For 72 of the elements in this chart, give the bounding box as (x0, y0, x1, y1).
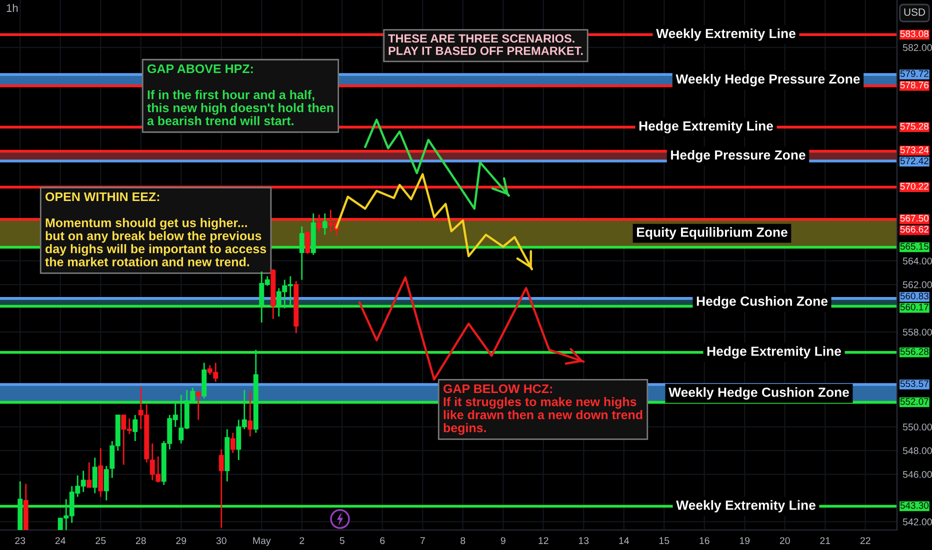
x-tick-label: 21 (820, 537, 830, 544)
annotation: 583.08 (900, 30, 928, 38)
candlestick (104, 465, 109, 502)
y-tick-label: 546.00 (902, 471, 932, 478)
x-tick-label: May (253, 537, 271, 546)
ref-line-label: Weekly Extremity Line (676, 500, 816, 512)
x-tick-label: 15 (659, 537, 670, 544)
ref-line-label: Hedge Extremity Line (639, 120, 774, 134)
x-tick-label: 19 (740, 537, 750, 544)
x-tick-label: 6 (380, 537, 385, 544)
x-tick-label: 25 (96, 537, 106, 544)
x-tick-label: 8 (460, 537, 466, 544)
candlestick (218, 448, 224, 528)
annotation: 566.62 (900, 226, 928, 233)
annotation: 572.42 (900, 158, 928, 164)
y-tick-label: 558.00 (902, 328, 932, 336)
annotation: 567.50 (900, 214, 929, 222)
y-tick-label: 542.00 (902, 518, 932, 526)
band-label: Weekly Hedge Cushion Zone (668, 387, 849, 400)
text: OPEN WITHIN EEZ: Momentum should get us higher... but on any break below the previous day highs will be important to access the market rotation and new trend. (45, 192, 266, 266)
candlestick (305, 230, 310, 254)
ref-line-label: Weekly Extremity Line (656, 28, 796, 41)
x-tick-label: 16 (700, 537, 710, 544)
x-tick-label: 20 (780, 537, 790, 544)
x-tick-label: 28 (136, 537, 146, 544)
annotation: 573.24 (900, 146, 929, 154)
chart-title: 1h (6, 4, 18, 12)
text: GAP ABOVE HPZ: If in the first hour and a half, this new high doesn't hold then a bearish trend will start. (147, 64, 334, 126)
y-tick-label: 550.00 (902, 424, 932, 430)
x-tick-label: 22 (860, 537, 870, 544)
x-tick-label: 14 (619, 537, 629, 544)
y-tick-label: 548.00 (902, 447, 932, 454)
candlestick (248, 390, 253, 438)
x-tick-label: 5 (340, 537, 344, 544)
y-axis-title: USD (904, 8, 925, 16)
annotation: 570.22 (900, 182, 928, 190)
annotation: 556.28 (900, 348, 928, 355)
x-tick-label: 23 (15, 537, 26, 544)
annotation: 579.72 (900, 70, 928, 77)
x-tick-label: 2 (300, 537, 304, 544)
annotation: 560.17 (900, 304, 928, 310)
candlestick (230, 432, 236, 454)
band-label: Hedge Cushion Zone (696, 296, 828, 309)
candlestick (86, 462, 92, 488)
band-label: Hedge Pressure Zone (671, 150, 806, 162)
band-label: Equity Equilibrium Zone (637, 227, 788, 240)
annotation: 543.30 (900, 502, 929, 509)
x-tick-label: 29 (176, 537, 186, 544)
annotation: 560.83 (900, 292, 928, 300)
annotation: 553.57 (900, 380, 928, 388)
x-tick-label: 12 (538, 537, 548, 544)
x-tick-label: 7 (420, 537, 425, 544)
y-tick-label: 564.00 (902, 258, 932, 264)
candlestick (92, 456, 98, 494)
annotation: GAP BELOW HCZ: If it struggles to make new highs like drawn then a new down trend begins. (444, 384, 642, 435)
annotation: 575.28 (900, 122, 928, 130)
annotation: THESE ARE THREE SCENARIOS. PLAY IT BASED OFF PREMARKET. (388, 34, 583, 55)
candlestick (132, 414, 138, 442)
ref-line-label: Hedge Extremity Line (707, 346, 842, 359)
x-tick-label: 30 (216, 537, 226, 544)
x-tick-label: 9 (500, 537, 506, 544)
y-tick-label: 582.00 (902, 44, 932, 52)
x-tick-label: 24 (55, 537, 66, 544)
annotation: 565.15 (900, 243, 928, 250)
band-label: Weekly Hedge Pressure Zone (676, 74, 860, 86)
y-tick-label: 562.00 (902, 281, 932, 288)
candlestick (322, 212, 328, 236)
candlestick (299, 226, 304, 281)
x-tick-label: 13 (578, 537, 589, 544)
candlestick (196, 390, 201, 420)
annotation: 552.07 (900, 398, 928, 405)
annotation: 578.76 (900, 82, 928, 88)
